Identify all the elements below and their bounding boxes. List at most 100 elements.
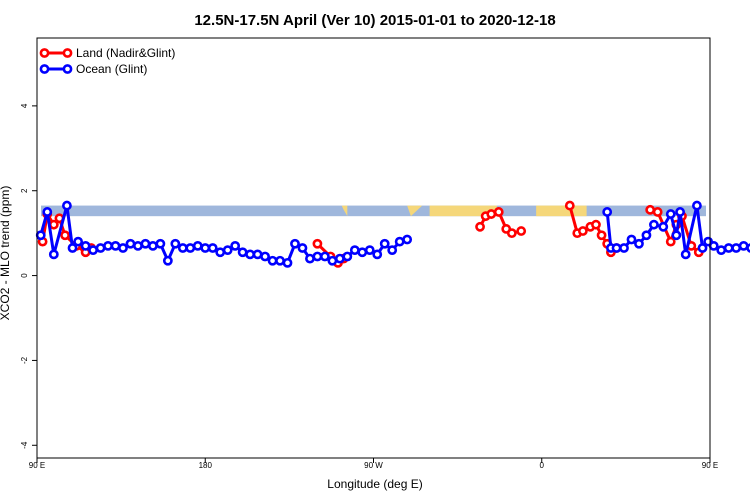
land-band-segment (341, 205, 348, 217)
data-point (493, 207, 504, 217)
x-tick-label: 180 (199, 461, 213, 470)
data-point (95, 243, 106, 253)
legend-swatch-point (62, 48, 73, 58)
data-point (185, 243, 196, 253)
data-point (619, 243, 629, 253)
data-point (162, 255, 173, 266)
y-axis-label: XCO2 - MLO trend (ppm) (0, 186, 12, 321)
land-band-segment (536, 205, 587, 217)
data-point (297, 243, 308, 253)
y-tick-label: 4 (20, 103, 29, 108)
data-point (267, 255, 278, 266)
chart-title: 12.5N-17.5N April (Ver 10) 2015-01-01 to… (194, 12, 555, 29)
x-tick-label: 90 E (29, 461, 45, 470)
data-point (357, 247, 368, 258)
data-point (103, 240, 113, 251)
legend-label: Land (Nadir&Glint) (76, 46, 175, 60)
x-axis-label: Longitude (deg E) (327, 477, 422, 491)
data-point (626, 234, 637, 245)
data-point (634, 238, 644, 249)
land-ocean-band (41, 205, 706, 217)
land-band-segment (429, 205, 497, 217)
data-point (591, 219, 601, 230)
data-point (48, 249, 59, 260)
data-point (665, 209, 676, 219)
data-point (207, 243, 218, 253)
data-point (402, 234, 413, 245)
legend-entry: Ocean (Glint) (39, 62, 147, 76)
data-point (516, 226, 527, 236)
data-point (675, 207, 685, 217)
data-point (155, 238, 166, 249)
data-point (275, 255, 285, 266)
data-point (110, 240, 121, 251)
data-point (372, 249, 383, 260)
data-point (133, 240, 143, 251)
data-point (342, 251, 353, 262)
data-point (48, 219, 59, 230)
data-point (312, 251, 323, 262)
data-point (118, 243, 128, 253)
data-point (312, 238, 323, 249)
data-point (364, 245, 375, 256)
data-point (282, 257, 293, 268)
data-point (148, 240, 158, 251)
legend-entry: Land (Nadir&Glint) (39, 46, 175, 60)
data-point (649, 219, 659, 230)
data-point (62, 200, 72, 211)
data-point (665, 236, 676, 247)
data-point (60, 230, 70, 241)
legend-swatch-point (62, 64, 73, 74)
data-point (290, 238, 300, 249)
data-point (192, 240, 203, 251)
data-point (708, 240, 719, 251)
data-point (319, 251, 330, 262)
data-point (641, 230, 652, 241)
data-point (334, 253, 345, 264)
data-point (67, 243, 78, 253)
data-point (486, 209, 497, 219)
data-point (602, 207, 613, 217)
data-point (305, 253, 315, 264)
data-point (379, 238, 390, 249)
data-point (716, 245, 727, 256)
data-point (723, 243, 734, 253)
data-point (697, 243, 708, 253)
data-point (230, 240, 241, 251)
data-point (177, 243, 188, 253)
data-point (42, 207, 53, 217)
data-point (215, 247, 226, 258)
data-point (564, 200, 575, 211)
data-point (327, 255, 338, 266)
data-point (237, 247, 248, 258)
data-point (658, 221, 669, 232)
legend-label: Ocean (Glint) (76, 62, 147, 76)
x-tick-label: 0 (540, 461, 545, 470)
legend-swatch-point (39, 48, 50, 58)
data-point (692, 200, 702, 211)
data-point (170, 238, 181, 249)
y-tick-label: 0 (20, 273, 29, 278)
data-point (680, 249, 691, 260)
data-point (746, 243, 750, 253)
data-point (260, 251, 270, 262)
data-point (88, 245, 98, 256)
data-point (222, 245, 233, 256)
x-tick-label: 90 W (364, 461, 383, 470)
data-point (731, 243, 742, 253)
data-point (140, 238, 151, 249)
data-point (35, 230, 46, 241)
data-point (671, 230, 682, 241)
plot-data (35, 200, 750, 268)
data-point (577, 226, 588, 236)
x-tick-label: 90 E (702, 461, 718, 470)
data-point (125, 238, 136, 249)
series-ocean (35, 200, 750, 268)
y-tick-label: -4 (20, 441, 29, 449)
y-tick-label: -2 (20, 356, 29, 364)
ocean-band (41, 205, 706, 217)
data-point (245, 249, 256, 260)
data-point (200, 243, 211, 253)
land-band-segment (407, 205, 423, 217)
